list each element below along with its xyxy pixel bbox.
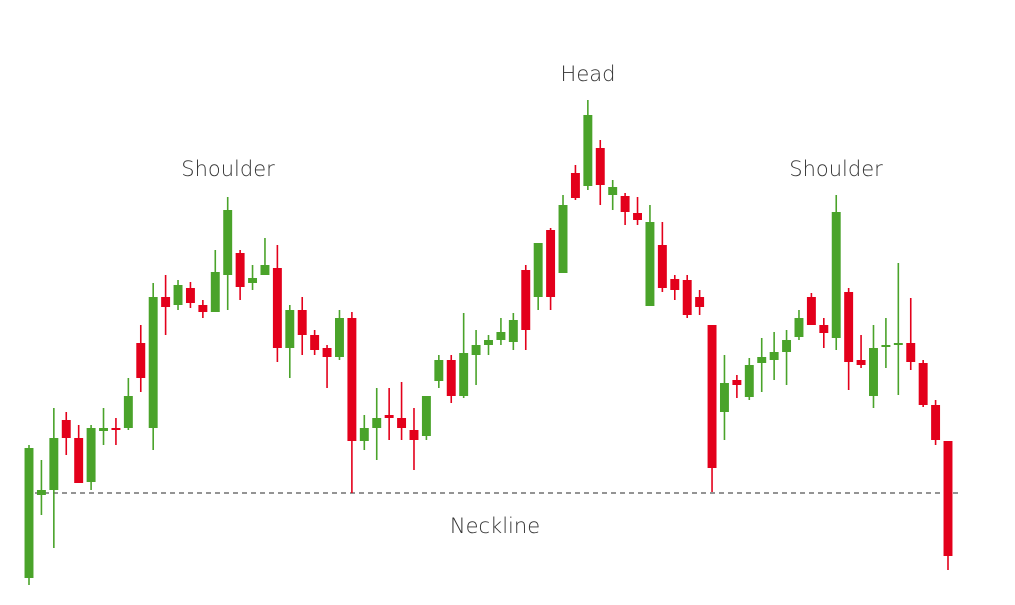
candle-body bbox=[248, 278, 258, 283]
candle-body bbox=[409, 430, 419, 440]
candle-body bbox=[869, 348, 878, 396]
candle-body bbox=[49, 438, 59, 490]
annotation: Shoulder bbox=[789, 157, 883, 181]
candle-body bbox=[260, 265, 270, 275]
candle-body bbox=[136, 343, 146, 378]
candle-body bbox=[148, 297, 158, 428]
candle-body bbox=[161, 297, 171, 307]
candle-body bbox=[397, 418, 407, 428]
candle-body bbox=[198, 305, 208, 312]
candle-body bbox=[272, 268, 282, 348]
candle-body bbox=[620, 196, 630, 212]
candle-body bbox=[769, 352, 779, 360]
candle-body bbox=[682, 280, 692, 315]
candle-body bbox=[484, 340, 493, 345]
candle-body bbox=[99, 428, 108, 431]
candle-body bbox=[657, 245, 667, 288]
candle-body bbox=[744, 365, 754, 397]
candle-body bbox=[446, 360, 456, 396]
candle-body bbox=[521, 270, 531, 330]
candle-body bbox=[508, 320, 518, 342]
candle-body bbox=[111, 428, 121, 430]
candle-body bbox=[322, 348, 332, 357]
candle-body bbox=[856, 360, 866, 365]
candle-body bbox=[496, 332, 506, 340]
candle-body bbox=[794, 318, 804, 337]
candle-body bbox=[297, 310, 307, 335]
candle-body bbox=[223, 210, 233, 275]
candle-body bbox=[719, 383, 729, 412]
candle-body bbox=[434, 360, 444, 381]
candle-body bbox=[372, 418, 382, 428]
candle-body bbox=[732, 380, 742, 385]
candle-body bbox=[608, 187, 618, 195]
candle-body bbox=[123, 396, 133, 428]
candle-body bbox=[24, 448, 34, 578]
candle-body bbox=[546, 230, 556, 297]
candle-body bbox=[881, 345, 891, 347]
candle-body bbox=[918, 363, 928, 405]
candle-body bbox=[533, 243, 543, 297]
candle-body bbox=[210, 272, 220, 312]
annotation: Shoulder bbox=[181, 157, 275, 181]
candle-body bbox=[645, 222, 655, 306]
candle-body bbox=[633, 213, 642, 220]
candle-body bbox=[558, 205, 568, 273]
neckline-label: Neckline bbox=[450, 514, 540, 538]
candle-body bbox=[695, 297, 705, 307]
candle-body bbox=[670, 279, 680, 290]
candle-body bbox=[471, 345, 481, 355]
candle-body bbox=[185, 288, 195, 303]
candle-body bbox=[583, 115, 593, 186]
candle-body bbox=[335, 318, 344, 357]
candle-body bbox=[893, 343, 903, 345]
candle-body bbox=[943, 441, 953, 556]
candle-body bbox=[707, 325, 717, 468]
candle-body bbox=[806, 297, 816, 325]
candle-body bbox=[61, 420, 71, 438]
candle-body bbox=[384, 415, 394, 418]
candle-body bbox=[570, 173, 580, 198]
candle-body bbox=[74, 438, 84, 483]
candle-body bbox=[421, 396, 431, 436]
candle-body bbox=[757, 357, 767, 363]
candle-body bbox=[459, 353, 469, 396]
candle-body bbox=[782, 340, 792, 352]
candle-body bbox=[931, 405, 941, 440]
candle-body bbox=[347, 318, 357, 441]
candle-body bbox=[906, 343, 916, 362]
candle-body bbox=[285, 310, 295, 348]
candle-body bbox=[36, 490, 46, 495]
candle-body bbox=[86, 428, 96, 482]
candle-body bbox=[831, 212, 841, 338]
candle-body bbox=[235, 253, 245, 287]
candle-body bbox=[173, 285, 183, 305]
candle-body bbox=[595, 148, 605, 185]
candle-body bbox=[359, 428, 369, 441]
candle-body bbox=[310, 335, 320, 350]
annotation: Head bbox=[561, 62, 616, 86]
candle-body bbox=[819, 325, 829, 333]
candle-body bbox=[844, 292, 854, 362]
